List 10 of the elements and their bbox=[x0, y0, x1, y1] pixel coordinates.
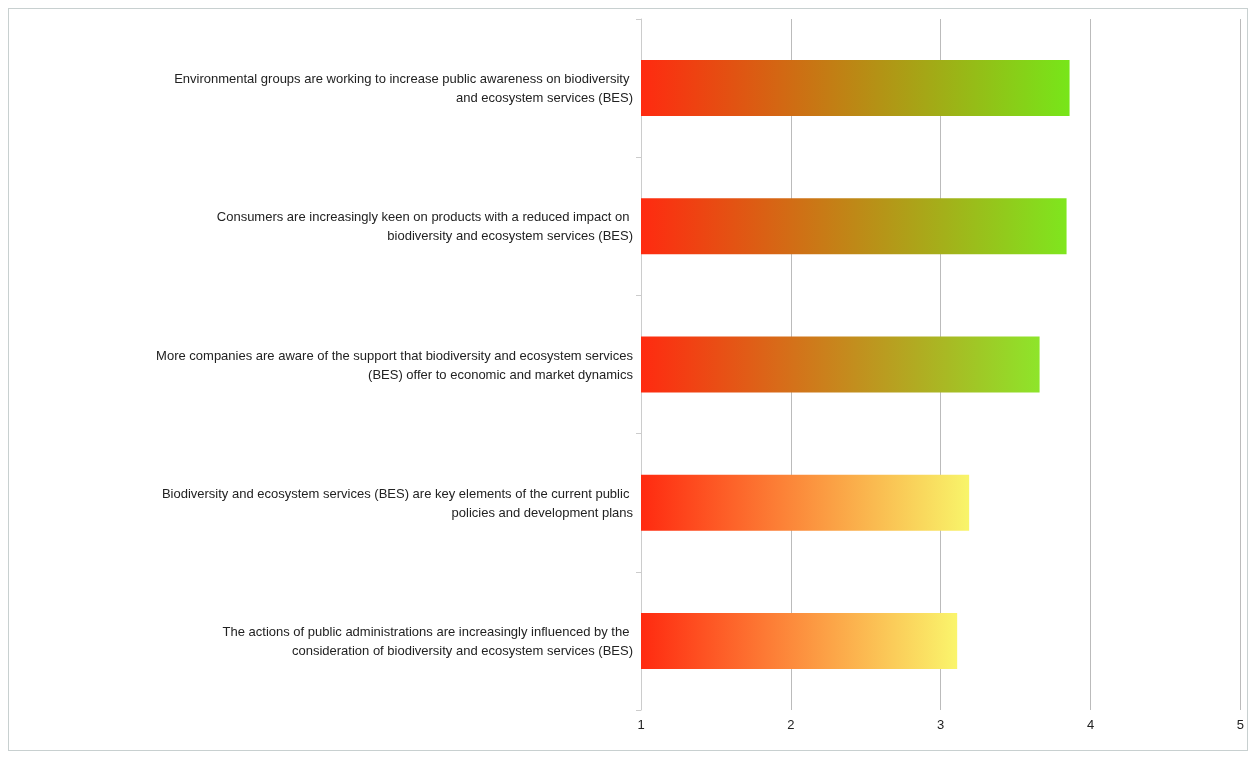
x-tick-label: 3 bbox=[937, 717, 945, 732]
x-tick-label: 1 bbox=[637, 717, 645, 732]
x-tick-label: 5 bbox=[1236, 717, 1244, 732]
y-tick-label: Environmental groups are working to increase public awareness on biodiversity and ecosystem services (BES) bbox=[174, 71, 633, 106]
y-tick-label: The actions of public administrations are increasingly influenced by the consideration of biodiversity and ecosystem services (BES) bbox=[222, 623, 633, 658]
x-tick-label: 4 bbox=[1086, 717, 1095, 732]
x-tick-label: 2 bbox=[787, 717, 795, 732]
y-tick-label: Biodiversity and ecosystem services (BES) are key elements of the current public policies and development plans bbox=[161, 485, 634, 520]
y-tick-label: Consumers are increasingly keen on products with a reduced impact on biodiversity and ecosystem services (BES) bbox=[216, 209, 633, 244]
y-tick-label: More companies are aware of the support that biodiversity and ecosystem services (BES) offer to economic and market dynamics bbox=[156, 347, 634, 382]
